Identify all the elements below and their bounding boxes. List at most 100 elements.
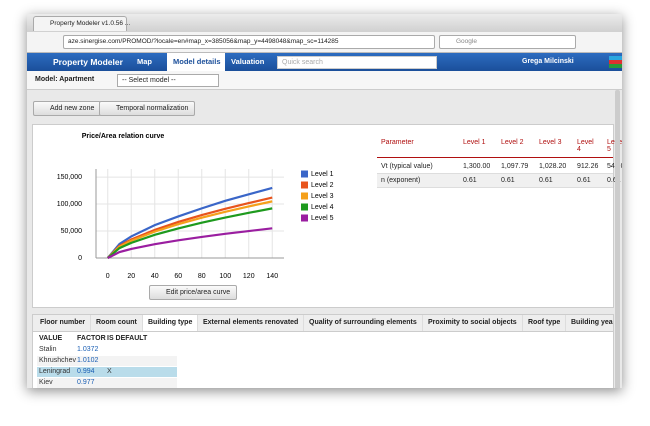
table-cell: 912.26	[577, 163, 599, 170]
select-text: -- Select model --	[122, 77, 176, 84]
search-placeholder: Quick search	[282, 59, 323, 66]
legend-label: Level 5	[311, 215, 334, 222]
attribute-tab[interactable]: Roof type	[523, 315, 567, 331]
attribute-tab[interactable]: Building year	[566, 315, 613, 331]
edit-curve-button[interactable]: Edit price/area curve	[149, 285, 238, 300]
parameters-table: Parameter Level 1 Level 2 Level 3 Level 4 Lev…	[353, 125, 622, 205]
table-row	[37, 378, 177, 388]
table-header: Level 4	[577, 139, 594, 153]
series-line	[106, 200, 273, 259]
table-row	[37, 345, 177, 355]
table-header: IS DEFAULT	[107, 335, 148, 342]
table-cell: Khrushchev	[39, 357, 76, 364]
attribute-tabs: Floor number Room count Building type Exter…	[33, 315, 613, 332]
table-cell: n (exponent)	[381, 177, 421, 184]
table-cell: 1.0372	[77, 346, 99, 353]
legend-label: Level 4	[311, 204, 334, 211]
legend-label: Level 1	[311, 171, 334, 178]
x-tick-label: 0	[106, 273, 110, 280]
header-rule	[377, 157, 613, 158]
series-line	[107, 227, 273, 259]
series-line	[107, 207, 273, 259]
attribute-tab[interactable]: External elements renovated	[198, 315, 305, 331]
nav-active	[167, 53, 225, 71]
app-name: Property Modeler	[53, 57, 123, 67]
x-tick-label: 120	[243, 273, 255, 280]
tab[interactable]: Property Modeler v1.0.56 ...	[33, 16, 131, 31]
legend-label: Level 3	[311, 193, 334, 200]
table-header: Level 3	[539, 139, 562, 146]
chart-panel: Price/Area relation curve 0 50,000 100,000…	[32, 124, 622, 308]
table-cell: 0.61	[539, 177, 553, 184]
table-cell: 0.61	[501, 177, 515, 184]
toolbar: aze.sinergise.com/PROMOD/?locale=en#map_…	[27, 32, 622, 53]
url-bar[interactable]: aze.sinergise.com/PROMOD/?locale=en#map_…	[63, 35, 435, 49]
table-cell: Vt (typical value)	[381, 163, 433, 170]
legend-swatch	[301, 203, 308, 211]
table-cell: 1.0102	[77, 357, 99, 364]
x-tick-label: 140	[266, 273, 278, 280]
flag	[609, 56, 622, 68]
attribute-tab[interactable]: Floor number	[35, 315, 92, 331]
table-row	[37, 367, 177, 377]
legend-swatch	[301, 214, 308, 222]
quick-search[interactable]: Quick search	[277, 56, 437, 69]
table-header: FACTOR	[77, 335, 106, 342]
legend-swatch	[301, 170, 308, 178]
button-label: Edit price/area curve	[166, 289, 231, 296]
table-cell: 1,097.79	[501, 163, 529, 170]
model-select[interactable]: -- Select model --	[117, 74, 219, 87]
attribute-tab[interactable]: Quality of surrounding elements	[304, 315, 423, 331]
x-tick-label: 100	[219, 273, 231, 280]
y-tick-label: 100,000	[57, 201, 82, 208]
table-cell: 1,028.20	[539, 163, 567, 170]
model-tab[interactable]: Model: Apartment	[35, 76, 95, 83]
button-label: Add new zone	[50, 105, 95, 112]
chart: Price/Area relation curve 0 50,000 100,000…	[57, 133, 334, 280]
table-row	[377, 174, 613, 188]
search-bar[interactable]: Google	[439, 35, 576, 49]
model-bar: Model: Apartment -- Select model --	[27, 71, 622, 90]
table-cell: X	[107, 368, 112, 375]
title-bar	[27, 14, 622, 32]
table-cell: 0.994	[77, 368, 95, 375]
temporal-button[interactable]: Temporal normalization	[99, 101, 196, 116]
button-label: Temporal normalization	[116, 105, 189, 112]
table-row	[37, 356, 177, 366]
factor-table: VALUE FACTOR IS DEFAULT Stalin 1.0372 Khrushc…	[37, 335, 177, 388]
table-row	[377, 160, 613, 174]
nav-item[interactable]: Map	[137, 57, 152, 66]
table-cell: Kiev	[39, 379, 53, 386]
attribute-tab[interactable]: Building type	[143, 315, 199, 331]
table-cell: 0.977	[77, 379, 95, 386]
table-cell: 0.61	[577, 177, 591, 184]
nav-item[interactable]: Model details	[173, 57, 221, 66]
y-tick-label: 150,000	[57, 174, 82, 181]
table-header: Level 5	[607, 139, 622, 153]
table-cell: Stalin	[39, 346, 57, 353]
nav-item[interactable]: Valuation	[231, 57, 265, 66]
x-tick-label: 40	[151, 273, 159, 280]
attribute-tab[interactable]: Room count	[91, 315, 143, 331]
table-header: Level 1	[463, 139, 486, 146]
table-header: Level 2	[501, 139, 524, 146]
scrollbar	[615, 90, 620, 388]
table-header: VALUE	[39, 335, 63, 342]
series-line	[106, 186, 273, 259]
attributes-panel: Floor number Room count Building type Exter…	[32, 314, 614, 388]
table-header: Parameter	[381, 139, 414, 146]
attribute-tab[interactable]: Proximity to social objects	[423, 315, 523, 331]
browser-window: Property Modeler v1.0.56 ... aze.sinergi…	[27, 14, 622, 388]
legend-swatch	[301, 192, 308, 200]
search-engine: Google	[456, 38, 477, 45]
table-cell: 1,300.00	[463, 163, 491, 170]
tab-title: Property Modeler v1.0.56 ...	[50, 20, 131, 27]
y-tick-label: 50,000	[61, 228, 83, 235]
table-cell: 0.61	[463, 177, 477, 184]
table-cell: 0.61	[607, 177, 621, 184]
add-zone-button[interactable]: Add new zone	[33, 101, 102, 116]
legend-swatch	[301, 181, 308, 189]
x-tick-label: 80	[198, 273, 206, 280]
user[interactable]: Grega Milcinski	[522, 58, 574, 65]
